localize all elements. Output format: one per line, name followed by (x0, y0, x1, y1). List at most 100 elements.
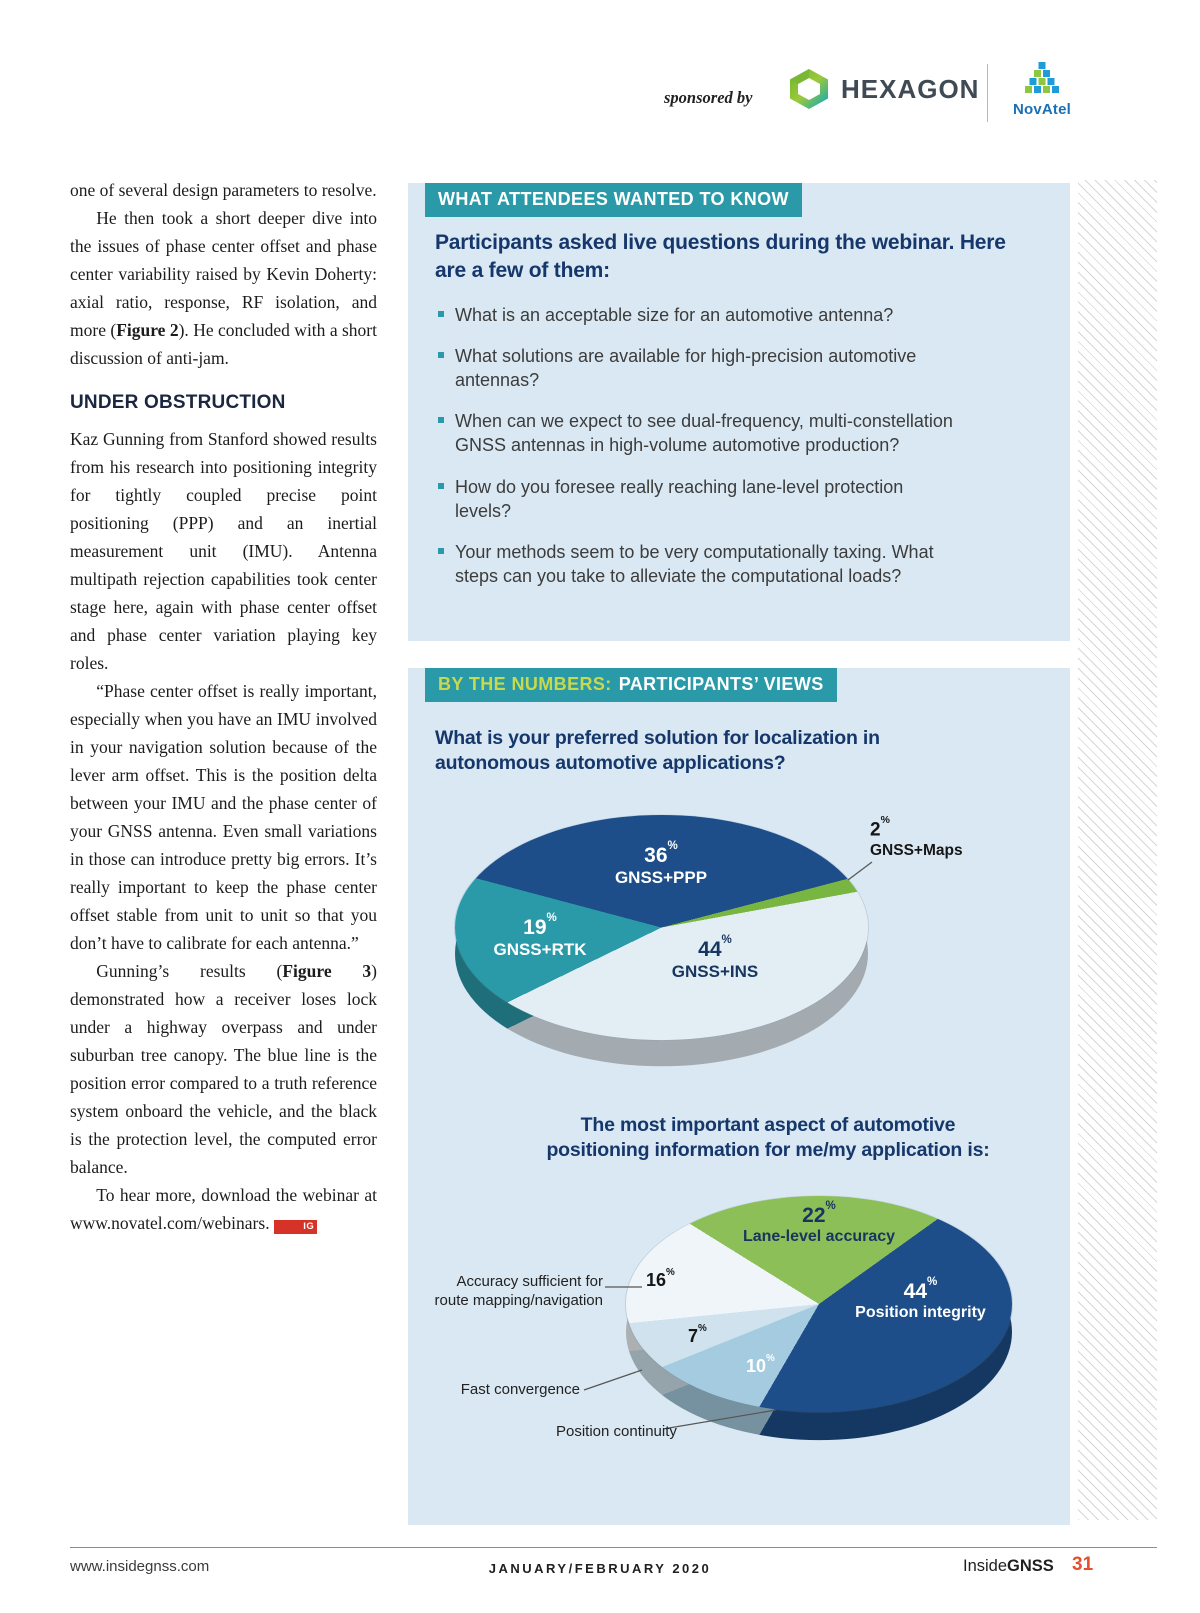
section-heading: UNDER OBSTRUCTION (70, 392, 286, 413)
bullet-icon (438, 311, 444, 317)
percent-sign: % (667, 839, 678, 852)
article-column: one of several design parameters to reso… (70, 176, 377, 1237)
novatel-logo: NovAtel (1004, 60, 1080, 118)
percent-sign: % (666, 1266, 675, 1278)
percent-sign: % (927, 1275, 938, 1288)
numbers-box-header-highlight: BY THE NUMBERS: (438, 674, 612, 694)
percent-sign: % (880, 815, 890, 827)
paragraph-text: ) demonstrated how a receiver loses lock… (70, 961, 377, 1178)
percent-value: 36 (644, 844, 668, 867)
attendees-box-title: Participants asked live questions during… (435, 231, 1006, 282)
sponsored-by-label: sponsored by (664, 88, 753, 107)
figure-reference: Figure 2 (116, 320, 179, 340)
percent-value: 7 (688, 1326, 699, 1346)
question-text: How do you foresee really reaching lane-… (455, 476, 904, 521)
pie-label-gnss-ins: 44% GNSS+INS (625, 934, 805, 982)
percent-value: 16 (646, 1270, 667, 1290)
percent-value: 44 (698, 938, 722, 961)
novatel-webinars-link[interactable]: www.novatel.com/webinars. (70, 1213, 270, 1234)
question-item: When can we expect to see dual-frequency… (438, 409, 953, 457)
pie-chart-localization (455, 815, 868, 1067)
pie-label-gnss-rtk: 19% GNSS+RTK (460, 912, 620, 960)
attendees-box-header: WHAT ATTENDEES WANTED TO KNOW (425, 183, 802, 217)
attendees-box: WHAT ATTENDEES WANTED TO KNOW Participan… (408, 183, 1070, 641)
figure-reference: Figure 3 (282, 961, 372, 982)
page-edge-hatch-pattern (1078, 180, 1157, 1520)
numbers-box-header-label: PARTICIPANTS’ VIEWS (618, 674, 824, 694)
slice-name: GNSS+PPP (614, 868, 708, 888)
pie-label-gnss-ppp: 36% GNSS+PPP (571, 840, 751, 888)
footer-divider (70, 1547, 1157, 1548)
pie-percent: 44% (828, 1276, 1013, 1303)
paragraph-text: Gunning’s results ( (96, 961, 283, 982)
article-paragraph: Gunning’s results (Figure 3) demonstrate… (70, 957, 377, 1181)
question-item: How do you foresee really reaching lane-… (438, 475, 953, 523)
percent-sign: % (546, 911, 557, 924)
percent-value: 44 (903, 1280, 928, 1303)
footer-issue-date: JANUARY/FEBRUARY 2020 (488, 1561, 712, 1576)
pie-percent: 19% (460, 912, 620, 939)
pie-label-lane-level-accuracy: 22% Lane-level accuracy (719, 1200, 919, 1246)
pie-label-gnss-maps: 2% GNSS+Maps (870, 815, 1020, 860)
hexagon-wordmark: HEXAGON (841, 73, 980, 104)
slice-name: GNSS+Maps (870, 842, 963, 860)
percent-sign: % (721, 933, 732, 946)
article-paragraph: He then took a short deeper dive into th… (70, 204, 377, 372)
bullet-icon (438, 417, 444, 424)
pie-percent-accuracy-sufficient: 16% (646, 1266, 675, 1291)
pie1-question: What is your preferred solution for loca… (435, 727, 880, 775)
question-item: Your methods seem to be very computation… (438, 540, 953, 588)
percent-value: 10 (746, 1356, 767, 1376)
slice-name: GNSS+INS (671, 962, 759, 982)
article-quote-paragraph: “Phase center offset is really important… (70, 681, 377, 954)
question-text: What solutions are available for high-pr… (455, 346, 917, 391)
question-text: When can we expect to see dual-frequency… (455, 411, 953, 456)
percent-value: 19 (523, 916, 547, 939)
pie-top-face (455, 815, 868, 1041)
footer-site-link[interactable]: www.insidegnss.com (70, 1558, 210, 1575)
novatel-wordmark: NovAtel (1012, 101, 1072, 118)
pie-percent-fast-convergence: 7% (688, 1322, 707, 1347)
article-paragraph: Kaz Gunning from Stanford showed results… (70, 429, 377, 674)
callout-position-continuity: Position continuity (556, 1423, 677, 1440)
logo-divider (987, 64, 988, 122)
question-text: Your methods seem to be very computation… (455, 541, 934, 586)
pie-label-position-integrity: 44% Position integrity (828, 1276, 1013, 1322)
percent-value: 22 (802, 1204, 826, 1227)
percent-sign: % (766, 1352, 775, 1364)
question-text: What is an acceptable size for an automo… (455, 305, 894, 325)
pie-percent: 22% (719, 1200, 919, 1227)
article-end-icon: IG (273, 1220, 318, 1234)
bullet-icon (438, 482, 444, 489)
paragraph-text: ). He concluded with a short discussion … (70, 320, 377, 368)
paragraph-text: To hear more, download the webinar at (96, 1185, 377, 1206)
pie-chart-important-aspect (626, 1196, 1012, 1441)
percent-sign: % (825, 1199, 836, 1212)
percent-sign: % (698, 1322, 707, 1334)
questions-list: What is an acceptable size for an automo… (438, 303, 953, 605)
novatel-logo-icon (1025, 62, 1059, 93)
brand-gnss: GNSS (1007, 1557, 1054, 1575)
paragraph-text: He then took a short deeper dive into th… (70, 208, 377, 340)
hexagon-logo-icon (790, 69, 828, 109)
pie2-question: The most important aspect of automotive … (546, 1114, 990, 1162)
question-item: What is an acceptable size for an automo… (438, 303, 953, 327)
bullet-icon (438, 352, 444, 359)
pie-top-face (626, 1196, 1012, 1413)
article-closing-paragraph: To hear more, download the webinar at ww… (70, 1181, 377, 1237)
slice-name: Lane-level accuracy (742, 1228, 896, 1246)
numbers-box: BY THE NUMBERS: PARTICIPANTS’ VIEWS What … (408, 668, 1070, 1525)
brand-inside: Inside (963, 1557, 1008, 1575)
footer-page-number: 31 (1072, 1554, 1094, 1575)
percent-value: 2 (870, 819, 881, 841)
callout-accuracy-sufficient: Accuracy sufficient for route mapping/na… (434, 1273, 603, 1310)
pie-percent: 2% (870, 815, 1020, 841)
pie-percent-position-continuity: 10% (746, 1352, 775, 1377)
question-item: What solutions are available for high-pr… (438, 344, 953, 392)
slice-name: Position integrity (855, 1304, 986, 1322)
slice-name: GNSS+RTK (493, 940, 587, 960)
pie-percent: 44% (625, 934, 805, 961)
pie-percent: 36% (571, 840, 751, 867)
bullet-icon (438, 547, 444, 554)
